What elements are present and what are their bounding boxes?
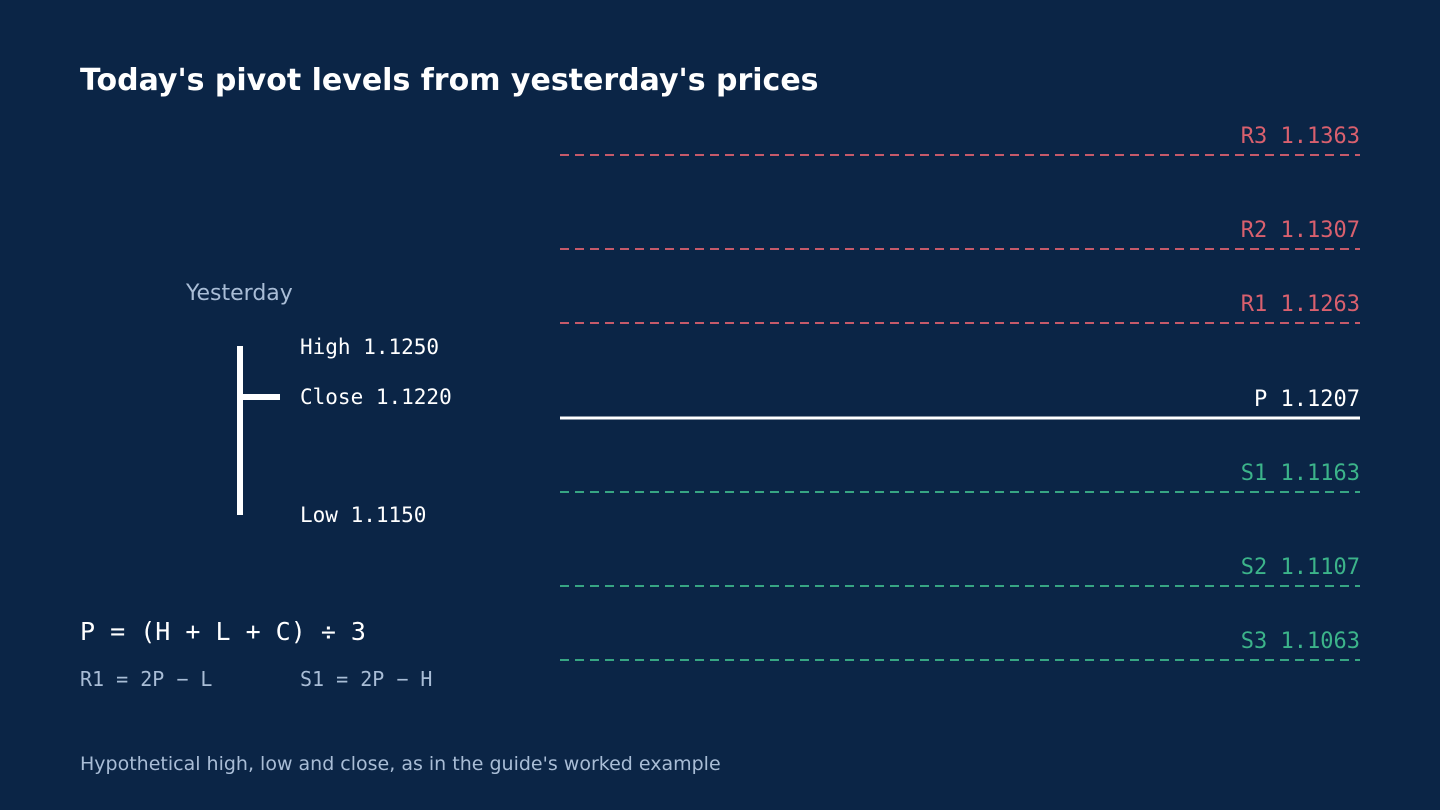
page-title: Today's pivot levels from yesterday's pr… — [80, 63, 819, 98]
yesterday-label: Yesterday — [185, 281, 293, 306]
level-label-s2: S2 1.1107 — [1241, 555, 1360, 580]
level-label-p: P 1.1207 — [1254, 387, 1360, 412]
level-label-r3: R3 1.1363 — [1241, 124, 1360, 149]
level-label-r2: R2 1.1307 — [1241, 218, 1360, 243]
level-label-s1: S1 1.1163 — [1241, 461, 1360, 486]
level-label-r1: R1 1.1263 — [1241, 292, 1360, 317]
footnote: Hypothetical high, low and close, as in … — [80, 753, 721, 775]
pivot-levels: R3 1.1363 R2 1.1307 R1 1.1263 P 1.1207 S1 1.… — [560, 124, 1360, 661]
high-label: High 1.1250 — [300, 335, 439, 359]
close-label: Close 1.1220 — [300, 385, 452, 409]
pivot-formula: P = (H + L + C) ÷ 3 — [80, 617, 366, 646]
yesterday-price-bar: Yesterday High 1.1250 Close 1.1220 Low 1… — [185, 281, 452, 527]
r1-formula: R1 = 2P − L — [80, 667, 212, 691]
low-label: Low 1.1150 — [300, 503, 426, 527]
s1-formula: S1 = 2P − H — [300, 667, 432, 691]
formulas: P = (H + L + C) ÷ 3 R1 = 2P − L S1 = 2P … — [80, 617, 432, 691]
level-label-s3: S3 1.1063 — [1241, 629, 1360, 654]
